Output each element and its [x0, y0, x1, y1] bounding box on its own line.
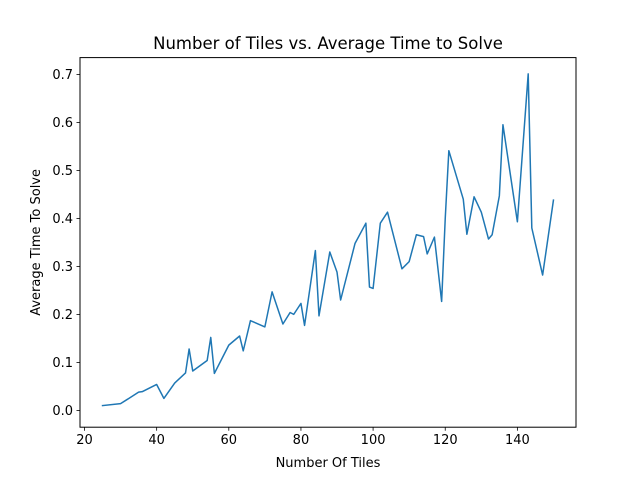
data-series	[101, 73, 555, 407]
y-tick-label: 0.2	[52, 308, 73, 323]
y-tick-label: 0.7	[52, 68, 73, 83]
x-tick-label: 100	[361, 433, 386, 448]
y-tick-label: 0.4	[52, 212, 73, 227]
y-axis-label: Average Time To Solve	[29, 169, 44, 316]
chart-title: Number of Tiles vs. Average Time to Solv…	[153, 34, 503, 53]
x-tick-label: 120	[433, 433, 458, 448]
x-tick-label: 80	[293, 433, 310, 448]
plot-frame	[79, 57, 577, 428]
y-tick-label: 0.0	[52, 404, 73, 419]
x-axis: 20 40 60 80 100 120 140	[76, 427, 530, 448]
x-axis-label: Number Of Tiles	[276, 456, 381, 471]
y-tick-label: 0.3	[52, 260, 73, 275]
y-tick-label: 0.6	[52, 116, 73, 131]
x-tick-label: 60	[221, 433, 238, 448]
series-line	[101, 73, 555, 407]
x-tick-label: 40	[148, 433, 165, 448]
x-tick-label: 20	[76, 433, 93, 448]
y-tick-label: 0.1	[52, 356, 73, 371]
y-tick-label: 0.5	[52, 164, 73, 179]
x-tick-label: 140	[505, 433, 530, 448]
y-axis: 0.0 0.1 0.2 0.3 0.4 0.5 0.6 0.7	[52, 68, 80, 419]
plot-area	[101, 73, 555, 407]
